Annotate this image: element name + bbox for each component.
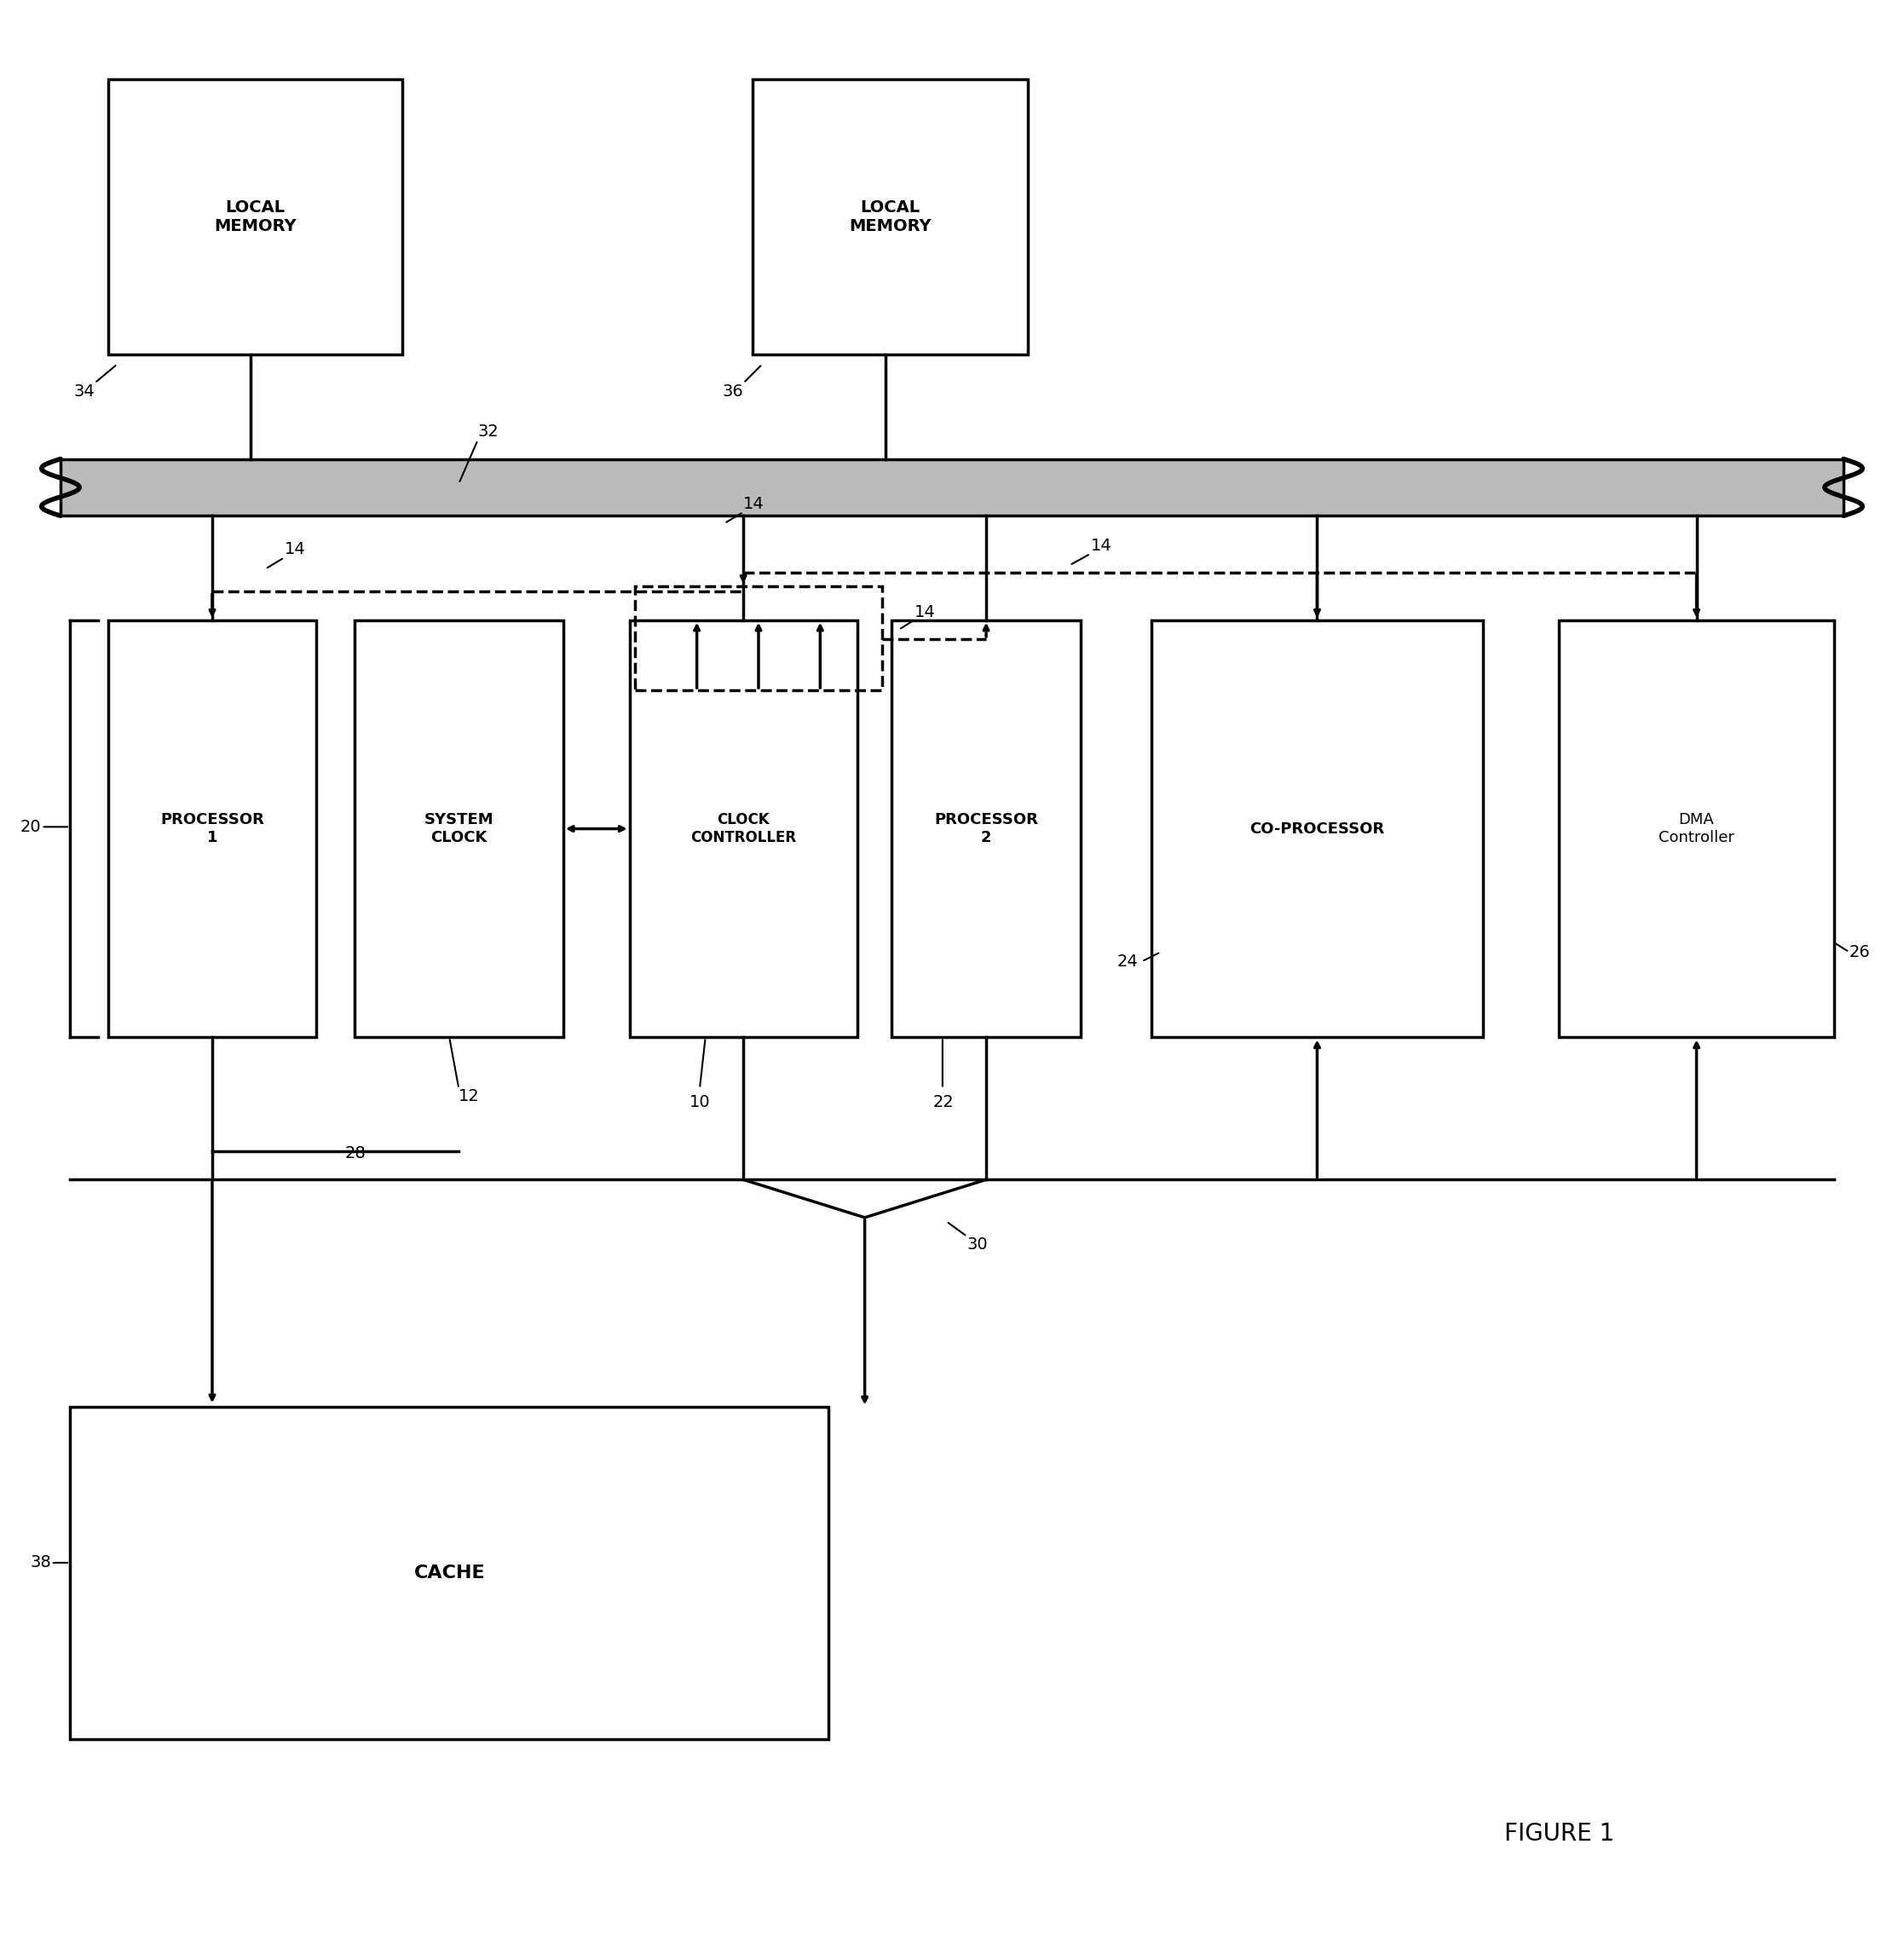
Text: 12: 12: [459, 1089, 480, 1105]
Text: 26: 26: [1849, 944, 1870, 959]
Text: LOCAL
MEMORY: LOCAL MEMORY: [849, 200, 931, 235]
Bar: [1152, 619, 1483, 1037]
Text: 14: 14: [284, 542, 305, 557]
Text: 10: 10: [689, 1093, 710, 1111]
Text: SYSTEM
CLOCK: SYSTEM CLOCK: [425, 812, 493, 845]
Text: LOCAL
MEMORY: LOCAL MEMORY: [213, 200, 295, 235]
Text: 30: 30: [967, 1237, 988, 1253]
Bar: [70, 1408, 828, 1740]
Text: PROCESSOR
1: PROCESSOR 1: [160, 812, 265, 845]
Bar: [891, 619, 1081, 1037]
Text: 38: 38: [30, 1556, 51, 1571]
Text: 34: 34: [74, 383, 95, 400]
Text: CLOCK
CONTROLLER: CLOCK CONTROLLER: [691, 812, 796, 845]
Text: PROCESSOR
2: PROCESSOR 2: [935, 812, 1038, 845]
Bar: [61, 458, 1843, 517]
Text: 24: 24: [1118, 954, 1139, 969]
Text: 22: 22: [933, 1093, 954, 1111]
Text: FIGURE 1: FIGURE 1: [1504, 1822, 1615, 1845]
Text: CO-PROCESSOR: CO-PROCESSOR: [1249, 821, 1384, 837]
Text: 32: 32: [478, 423, 499, 441]
Text: 14: 14: [1091, 538, 1112, 553]
Text: 36: 36: [722, 383, 743, 400]
Text: DMA
Controller: DMA Controller: [1658, 812, 1735, 845]
Bar: [109, 619, 316, 1037]
Bar: [109, 80, 402, 355]
Bar: [636, 586, 882, 689]
Bar: [630, 619, 857, 1037]
Text: CACHE: CACHE: [413, 1565, 486, 1581]
Text: 14: 14: [743, 495, 764, 513]
Text: 28: 28: [345, 1146, 366, 1161]
Bar: [1559, 619, 1834, 1037]
Bar: [752, 80, 1028, 355]
Text: 20: 20: [21, 820, 42, 835]
Text: 14: 14: [914, 604, 935, 619]
Bar: [354, 619, 564, 1037]
